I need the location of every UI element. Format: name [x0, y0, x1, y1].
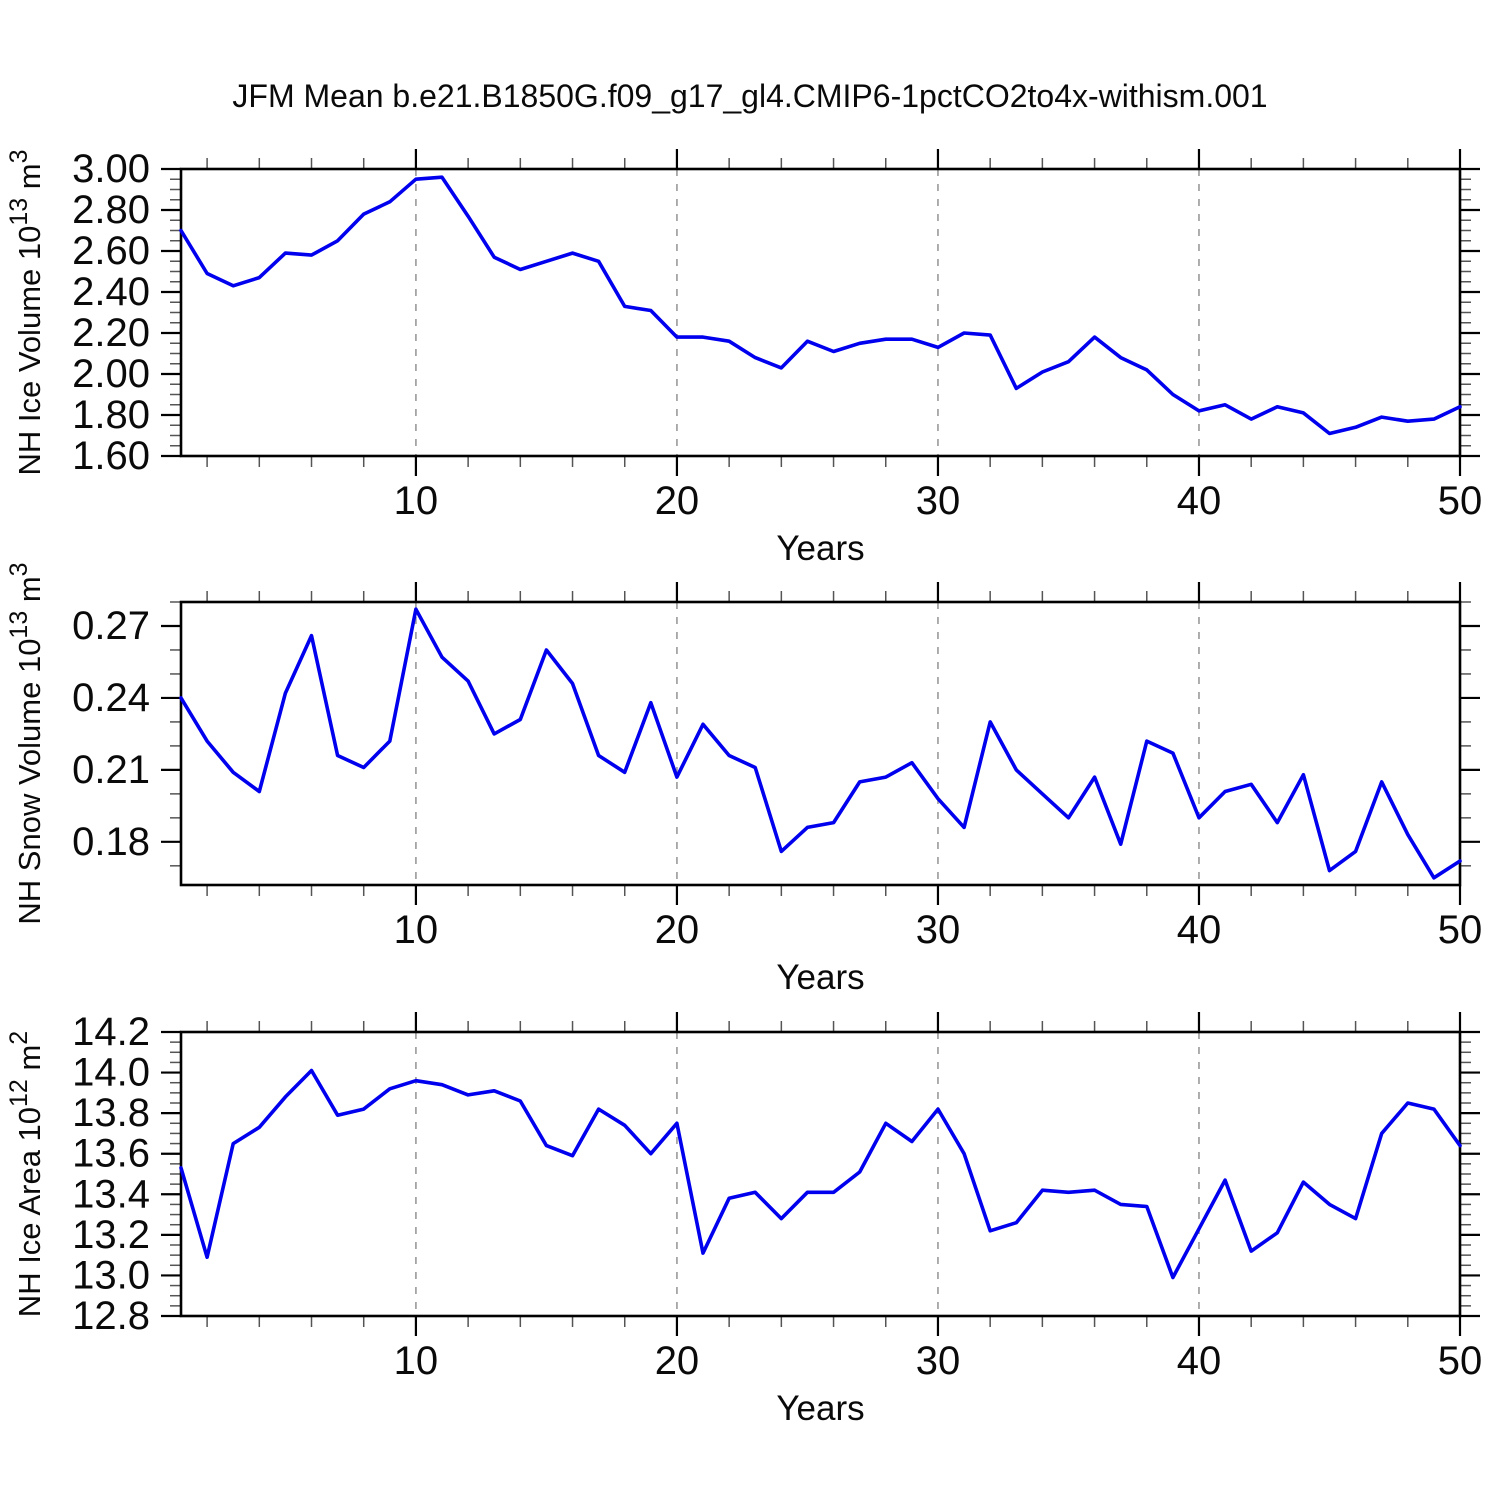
y-minor-ticks: [170, 601, 1471, 867]
x-tick-label: 10: [394, 908, 439, 952]
x-axis-title: Years: [776, 529, 864, 568]
ice-volume-line: [179, 175, 1462, 436]
x-tick-label: 30: [916, 479, 961, 523]
x-tick-label: 50: [1438, 479, 1483, 523]
x-axis-title: Years: [776, 958, 864, 997]
x-tick-label: 40: [1177, 908, 1222, 952]
page-title: JFM Mean b.e21.B1850G.f09_g17_gl4.CMIP6-…: [232, 78, 1268, 114]
y-minor-ticks: [170, 1041, 1471, 1307]
y-tick-label: 0.18: [72, 820, 150, 864]
plot-frame: [179, 167, 1462, 458]
snow-volume-line: [179, 607, 1462, 880]
y-tick-label: 13.6: [72, 1132, 150, 1176]
y-tick-label: 13.4: [72, 1172, 150, 1216]
y-tick-label: 2.20: [72, 311, 150, 355]
panel-snow-volume: 0.18 0.21 0.24 0.27 10 20 30 40 50 Years NH Snow V…: [5, 562, 1482, 997]
y-tick-label: 14.0: [72, 1051, 150, 1095]
y-tick-label: 1.60: [72, 434, 150, 478]
x-major-ticks: 10 20 30 40 50: [394, 1012, 1483, 1383]
x-minor-ticks: [206, 1021, 1409, 1327]
x-minor-ticks: [206, 158, 1409, 467]
y-tick-label: 2.40: [72, 270, 150, 314]
ice-area-line: [179, 1068, 1462, 1280]
panel-ice-area: 12.813.013.213.413.613.814.014.210 20 30 40…: [5, 1010, 1482, 1428]
x-tick-label: 10: [394, 479, 439, 523]
x-axis-title: Years: [776, 1389, 864, 1428]
x-minor-ticks: [206, 591, 1409, 896]
y-tick-label: 13.2: [72, 1213, 150, 1257]
y-major-ticks: 0.18 0.21 0.24 0.27: [72, 604, 1480, 864]
y-major-ticks: 12.813.013.213.413.613.814.014.2: [72, 1010, 1480, 1338]
x-tick-label: 20: [655, 479, 700, 523]
y-tick-label: 13.0: [72, 1253, 150, 1297]
x-tick-label: 50: [1438, 908, 1483, 952]
y-tick-label: 2.60: [72, 229, 150, 273]
y-tick-label: 0.21: [72, 748, 150, 792]
y-tick-label: 2.80: [72, 188, 150, 232]
y-axis-title: NH Snow Volume 1013 m3: [5, 562, 47, 924]
y-tick-label: 0.27: [72, 604, 150, 648]
y-axis-title: NH Ice Area 1012 m2: [5, 1031, 47, 1317]
plot-frame: [179, 1030, 1462, 1318]
y-tick-label: 14.2: [72, 1010, 150, 1054]
y-axis-title: NH Ice Volume 1013 m3: [5, 149, 47, 475]
y-tick-label: 2.00: [72, 352, 150, 396]
x-tick-label: 40: [1177, 1339, 1222, 1383]
y-tick-label: 3.00: [72, 147, 150, 191]
plot-frame: [179, 600, 1462, 887]
x-tick-label: 50: [1438, 1339, 1483, 1383]
x-tick-label: 40: [1177, 479, 1222, 523]
y-tick-label: 12.8: [72, 1294, 150, 1338]
y-tick-label: 13.8: [72, 1091, 150, 1135]
x-tick-label: 20: [655, 1339, 700, 1383]
x-tick-label: 30: [916, 908, 961, 952]
y-tick-label: 1.80: [72, 393, 150, 437]
x-major-ticks: 10 20 30 40 50: [394, 149, 1483, 523]
x-major-ticks: 10 20 30 40 50: [394, 582, 1483, 952]
x-tick-label: 20: [655, 908, 700, 952]
x-tick-label: 10: [394, 1339, 439, 1383]
y-major-ticks: 1.601.802.002.202.402.602.803.00: [72, 147, 1480, 478]
y-tick-label: 0.24: [72, 676, 150, 720]
x-tick-label: 30: [916, 1339, 961, 1383]
y-minor-ticks: [170, 178, 1471, 447]
